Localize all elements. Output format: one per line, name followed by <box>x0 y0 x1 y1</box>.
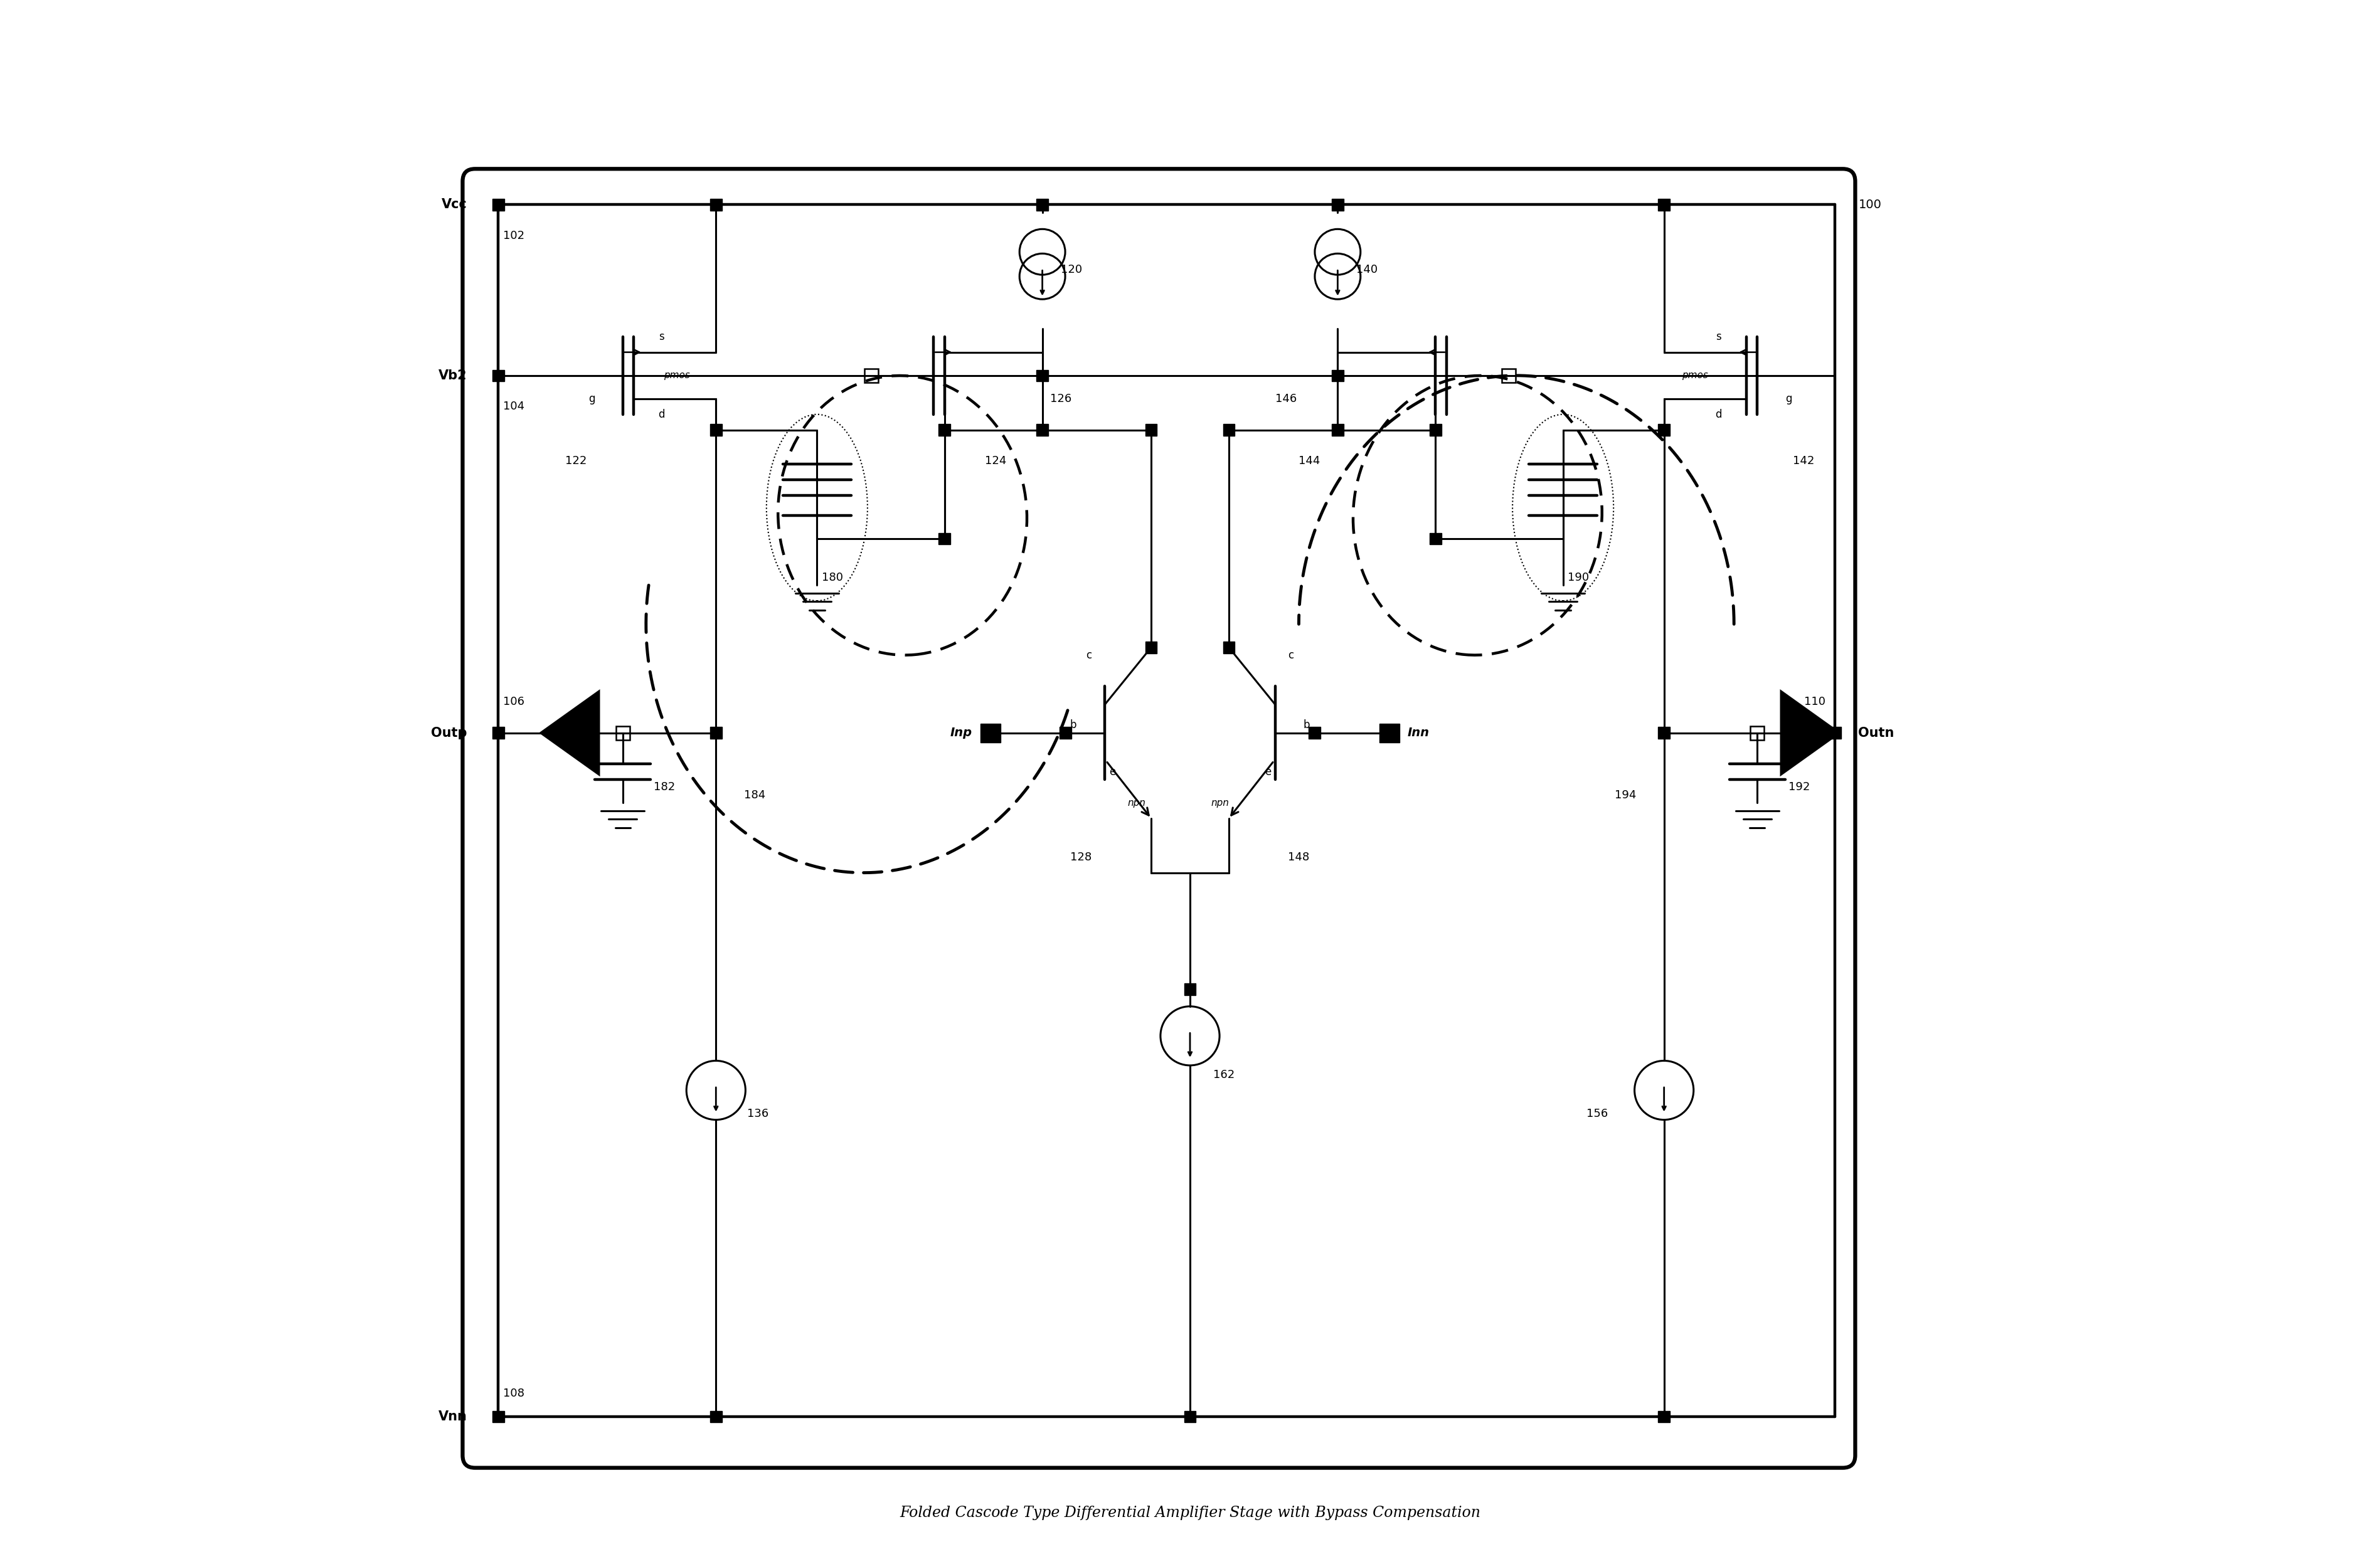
Bar <box>1185 984 1195 995</box>
Text: 106: 106 <box>502 697 524 708</box>
Text: Vnn: Vnn <box>438 1411 466 1423</box>
Text: 144: 144 <box>1299 455 1321 466</box>
Bar <box>1380 723 1399 742</box>
Text: b: b <box>1071 719 1076 731</box>
Bar <box>709 424 721 435</box>
Bar <box>1333 424 1342 435</box>
Text: 100: 100 <box>1859 198 1883 210</box>
Bar <box>1333 369 1342 382</box>
Text: 124: 124 <box>985 455 1007 466</box>
Bar <box>1145 424 1157 435</box>
Bar <box>493 726 505 739</box>
Bar <box>1059 726 1071 739</box>
Text: Inn: Inn <box>1407 726 1430 739</box>
Text: 108: 108 <box>502 1388 524 1398</box>
Text: s: s <box>659 331 664 343</box>
Bar <box>709 726 721 739</box>
Text: 148: 148 <box>1288 851 1309 862</box>
Bar <box>1185 1411 1195 1422</box>
Bar <box>493 200 505 210</box>
Bar <box>1430 424 1442 435</box>
Text: d: d <box>659 408 664 419</box>
Bar <box>1749 726 1764 741</box>
Text: 122: 122 <box>566 455 588 466</box>
Text: 180: 180 <box>821 572 843 583</box>
Text: 104: 104 <box>502 401 524 412</box>
Text: 102: 102 <box>502 231 524 242</box>
Text: c: c <box>1085 650 1092 661</box>
Text: 136: 136 <box>747 1108 769 1119</box>
Text: s: s <box>1716 331 1721 343</box>
Bar <box>1309 726 1321 739</box>
Text: 194: 194 <box>1614 789 1635 801</box>
Text: 162: 162 <box>1214 1069 1235 1080</box>
Text: c: c <box>1288 650 1295 661</box>
Bar <box>1659 1411 1671 1422</box>
Text: 192: 192 <box>1787 781 1809 794</box>
Text: pmos: pmos <box>1683 371 1709 380</box>
Bar <box>616 726 631 741</box>
Bar <box>1038 200 1047 210</box>
Text: e: e <box>1109 765 1116 778</box>
Bar <box>1430 533 1442 544</box>
Text: 128: 128 <box>1071 851 1092 862</box>
Text: g: g <box>1785 393 1792 404</box>
Text: Folded Cascode Type Differential Amplifier Stage with Bypass Compensation: Folded Cascode Type Differential Amplifi… <box>900 1506 1480 1520</box>
Bar <box>1502 368 1516 382</box>
Bar <box>709 200 721 210</box>
Text: 156: 156 <box>1587 1108 1609 1119</box>
Bar <box>1659 200 1671 210</box>
Text: 110: 110 <box>1804 697 1825 708</box>
Bar <box>1223 424 1235 435</box>
Text: e: e <box>1264 765 1271 778</box>
Text: 140: 140 <box>1357 263 1378 276</box>
Text: b: b <box>1304 719 1309 731</box>
Text: 190: 190 <box>1568 572 1590 583</box>
Text: g: g <box>588 393 595 404</box>
Bar <box>1333 200 1342 210</box>
Text: npn: npn <box>1211 798 1228 808</box>
Text: npn: npn <box>1128 798 1145 808</box>
Text: 182: 182 <box>655 781 676 794</box>
Bar <box>938 533 950 544</box>
Bar <box>709 1411 721 1422</box>
Bar <box>1038 424 1047 435</box>
Bar <box>938 424 950 435</box>
Text: Outp: Outp <box>431 726 466 739</box>
Text: pmos: pmos <box>664 371 690 380</box>
Bar <box>493 369 505 382</box>
Text: Vcc: Vcc <box>443 198 466 210</box>
Text: 120: 120 <box>1061 263 1083 276</box>
Text: 146: 146 <box>1276 393 1297 404</box>
Text: 126: 126 <box>1050 393 1071 404</box>
Bar <box>981 723 1000 742</box>
Text: Vb2: Vb2 <box>438 369 466 382</box>
Bar <box>864 368 878 382</box>
Text: Outn: Outn <box>1859 726 1894 739</box>
Bar <box>1223 642 1235 653</box>
Text: d: d <box>1716 408 1721 419</box>
Bar <box>1659 726 1671 739</box>
Bar <box>1145 642 1157 653</box>
Text: 142: 142 <box>1792 455 1814 466</box>
Text: Inp: Inp <box>950 726 973 739</box>
Text: 184: 184 <box>745 789 766 801</box>
Bar <box>1038 369 1047 382</box>
Bar <box>493 1411 505 1422</box>
Bar <box>1659 424 1671 435</box>
Bar <box>1830 726 1840 739</box>
